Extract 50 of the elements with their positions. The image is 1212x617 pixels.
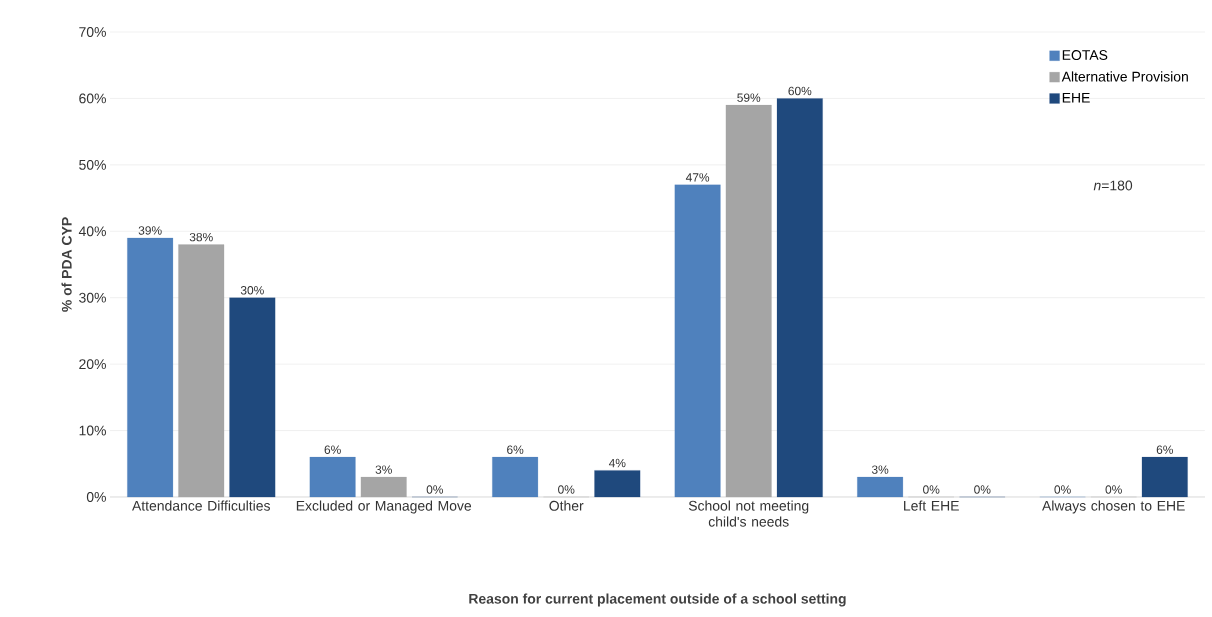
data-label: 0% — [1105, 485, 1122, 494]
bar — [674, 184, 721, 498]
bar — [1141, 457, 1188, 498]
legend-label: Alternative Provision — [1061, 71, 1188, 82]
data-label: 0% — [923, 485, 940, 494]
data-label: 3% — [375, 465, 392, 474]
y-tick-label: 60% — [79, 93, 106, 104]
y-tick-label: 40% — [78, 226, 106, 237]
data-label: 47% — [685, 173, 710, 182]
data-label: 39% — [138, 226, 162, 235]
data-label: 30% — [240, 286, 264, 295]
data-label: 4% — [608, 458, 626, 468]
bar — [309, 457, 356, 498]
data-label: 0% — [558, 485, 575, 494]
data-label: 0% — [1054, 485, 1071, 494]
bar — [857, 476, 904, 498]
x-tick-label: Attendance Difficulties — [132, 500, 270, 511]
bar — [594, 470, 641, 498]
bar — [776, 98, 823, 498]
bar — [725, 104, 772, 498]
data-label: 59% — [737, 93, 761, 102]
x-axis-title: Reason for current placement outside of a school setting — [469, 593, 846, 607]
bar — [360, 476, 407, 498]
annotation: n=180 — [1093, 180, 1133, 191]
x-tick-label: Always chosen to EHE — [1042, 500, 1185, 514]
bar — [127, 237, 174, 498]
x-tick-label: Other — [549, 500, 584, 511]
data-label: 0% — [974, 485, 991, 494]
data-label: 6% — [507, 445, 524, 454]
y-axis-title: % of PDA CYP — [61, 217, 72, 312]
data-label: 6% — [1156, 445, 1173, 454]
y-tick-label: 10% — [79, 425, 106, 436]
x-tick-label: Left EHE — [904, 500, 959, 511]
y-tick-label: 70% — [79, 27, 106, 37]
bar — [229, 297, 276, 498]
y-tick-label: 20% — [79, 359, 106, 370]
bar — [492, 457, 539, 498]
legend-label: EHE — [1062, 92, 1090, 103]
data-label: 3% — [871, 465, 889, 474]
y-tick-label: 30% — [79, 292, 106, 303]
y-tick-label: 0% — [86, 492, 106, 502]
data-label: 6% — [324, 445, 341, 454]
bar — [178, 244, 225, 498]
data-label: 60% — [788, 86, 812, 96]
x-tick-label: School not meeting child's needs — [688, 500, 809, 527]
data-label: 0% — [426, 485, 444, 494]
data-label: 38% — [189, 232, 213, 242]
x-tick-label: Excluded or Managed Move — [296, 500, 472, 514]
y-tick-label: 50% — [79, 159, 106, 170]
legend-label: EOTAS — [1062, 50, 1108, 61]
